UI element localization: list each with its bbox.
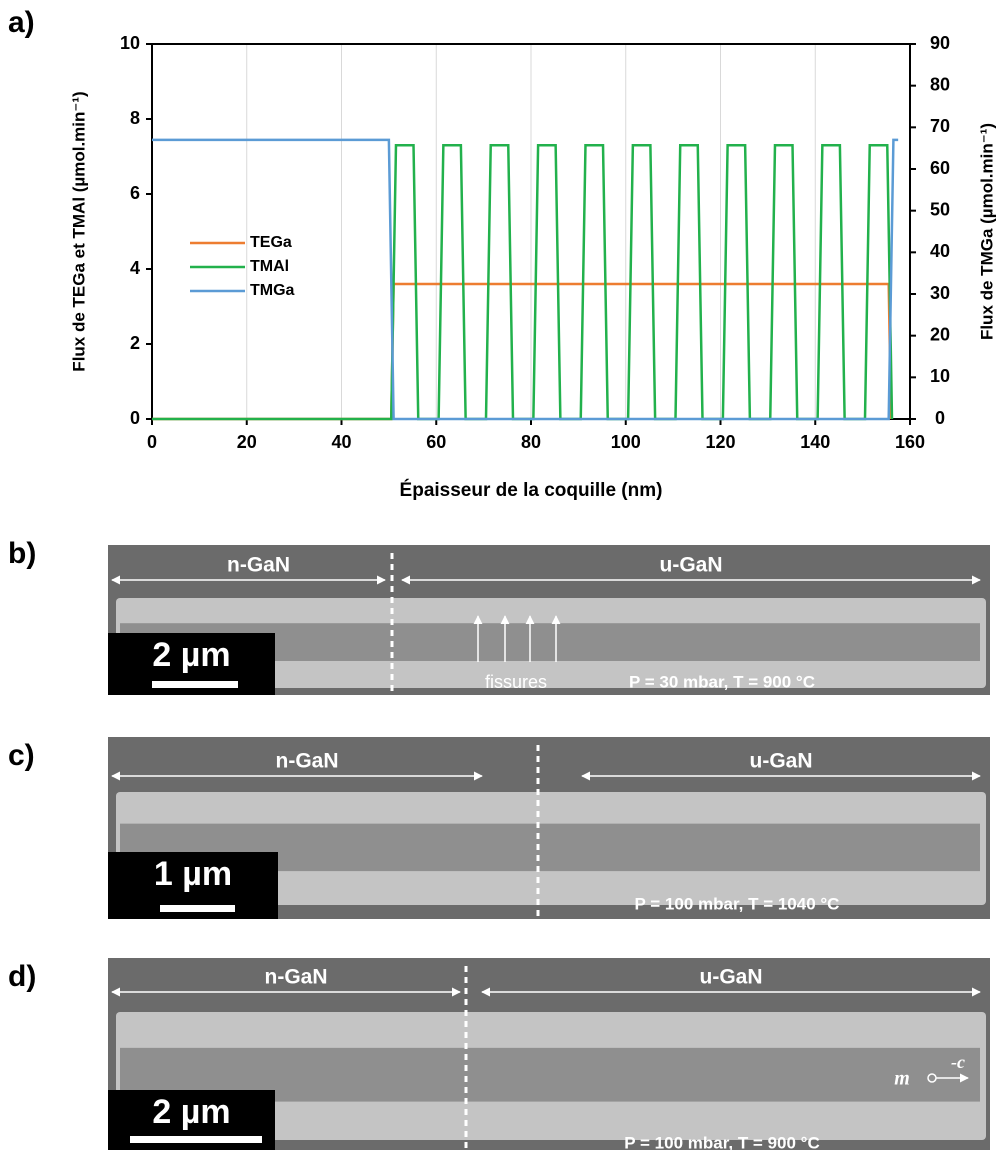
series-line [152,282,893,421]
y2-tick-label: 60 [930,158,950,178]
x-tick-label: 140 [800,432,830,452]
y2-tick-label: 70 [930,116,950,136]
scale-bar [152,681,238,688]
legend-label: TMAl [250,258,289,275]
panel-label: a) [8,6,35,39]
scale-label: 2 µm [152,1093,230,1131]
x-tick-label: 40 [331,432,351,452]
vector-label: m [894,1068,910,1090]
x-axis-label: Épaisseur de la coquille (nm) [400,479,663,501]
y2-tick-label: 20 [930,324,950,344]
y-tick-label: 0 [130,408,140,428]
scale-label: 2 µm [152,636,230,674]
region-label: u-GaN [750,750,813,773]
panel-label: d) [8,960,36,993]
x-tick-label: 80 [521,432,541,452]
x-tick-label: 0 [147,432,157,452]
legend-label: TEGa [250,234,292,251]
scale-bar [160,905,235,912]
region-label: u-GaN [700,966,763,989]
x-tick-label: 160 [895,432,925,452]
x-tick-label: 120 [705,432,735,452]
y-tick-label: 10 [120,33,140,53]
y2-tick-label: 50 [930,199,950,219]
panel-label: b) [8,537,36,570]
region-label: n-GaN [265,966,328,989]
scale-bar [130,1136,262,1143]
y2-tick-label: 30 [930,283,950,303]
y2-tick-label: 0 [935,408,945,428]
y2-tick-label: 40 [930,241,950,261]
panel-label: c) [8,739,35,772]
y2-tick-label: 10 [930,366,950,386]
x-tick-label: 100 [611,432,641,452]
series-line [152,138,899,421]
y2-tick-label: 90 [930,33,950,53]
x-tick-label: 60 [426,432,446,452]
note: fissures [485,672,547,692]
scale-label: 1 µm [154,855,232,893]
y2-axis-label: Flux de TMGa (µmol.min⁻¹) [977,123,996,340]
x-tick-label: 20 [237,432,257,452]
region-label: u-GaN [660,554,723,577]
region-label: n-GaN [227,554,290,577]
region-label: n-GaN [276,750,339,773]
conditions: P = 30 mbar, T = 900 °C [629,672,815,691]
y-axis-label: Flux de TEGa et TMAl (µmol.min⁻¹) [69,91,88,371]
y2-tick-label: 80 [930,74,950,94]
y-tick-label: 4 [130,258,140,278]
y-tick-label: 2 [130,333,140,353]
conditions: P = 100 mbar, T = 900 °C [624,1133,820,1152]
vector-label: -c [951,1052,965,1072]
y-tick-label: 8 [130,108,140,128]
conditions: P = 100 mbar, T = 1040 °C [635,894,840,913]
y-tick-label: 6 [130,183,140,203]
legend-label: TMGa [250,282,295,299]
